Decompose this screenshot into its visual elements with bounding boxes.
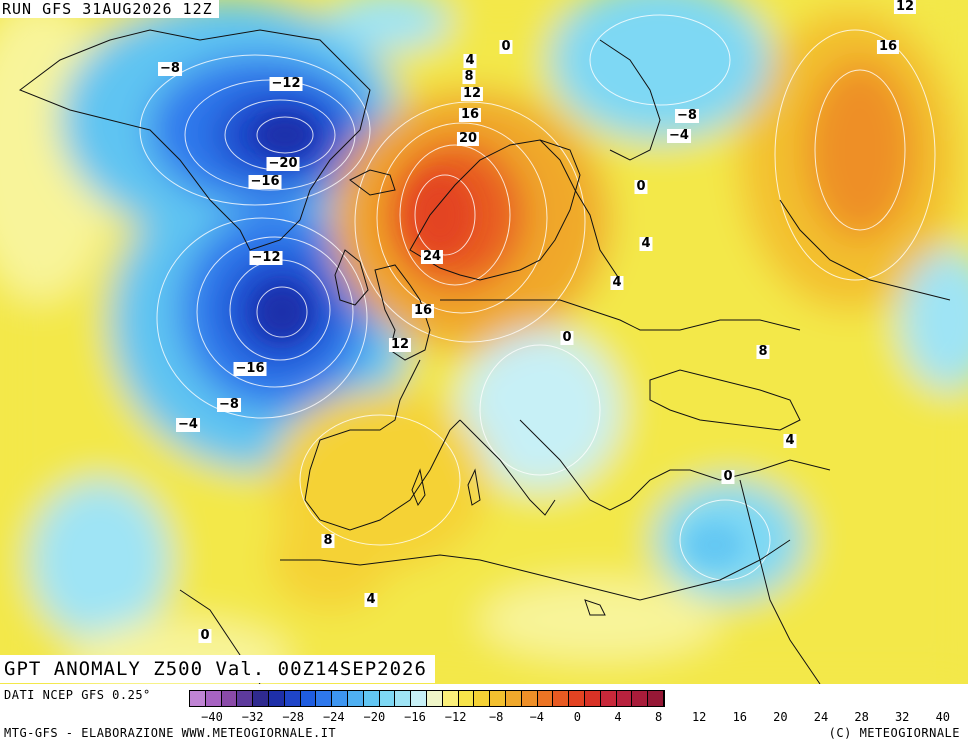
color-scale-tick-label: 24 — [813, 710, 829, 724]
contour-label: −16 — [248, 174, 282, 189]
color-scale-swatch — [347, 691, 364, 706]
color-scale-tick-label: 12 — [691, 710, 707, 724]
color-scale-tick-label: −28 — [282, 710, 305, 724]
color-scale-swatch — [616, 691, 633, 706]
anomaly-field — [0, 0, 968, 684]
color-scale-swatch — [268, 691, 285, 706]
color-scale-swatch — [379, 691, 396, 706]
color-scale-swatch — [521, 691, 538, 706]
contour-label: 0 — [560, 330, 574, 345]
contour-label: −16 — [233, 361, 267, 376]
contour-label: 8 — [462, 69, 476, 84]
color-scale-tick-label: −24 — [322, 710, 345, 724]
color-scale-swatch — [363, 691, 380, 706]
color-scale-tick-label: 4 — [614, 710, 622, 724]
contour-label: 8 — [756, 344, 770, 359]
contour-label: 4 — [639, 236, 653, 251]
contour-lines — [139, 14, 936, 581]
color-scale-swatch — [300, 691, 317, 706]
color-scale-tick-label: −4 — [529, 710, 545, 724]
contour-label: 4 — [610, 275, 624, 290]
color-scale-swatch — [584, 691, 601, 706]
color-scale-swatch — [190, 691, 206, 706]
data-source-label: DATI NCEP GFS 0.25° — [4, 688, 151, 702]
contour-label: 24 — [420, 249, 444, 264]
anomaly-map: −8 −12 −20 −16 −12 −16 −8 −4 4 0 8 12 16 20 24 16 12 −8 −4… — [0, 0, 968, 684]
contour-label: 16 — [458, 107, 482, 122]
contour-label: 0 — [499, 39, 513, 54]
color-scale-swatch — [553, 691, 570, 706]
color-scale-tick-label: −32 — [241, 710, 264, 724]
color-scale-swatch — [600, 691, 617, 706]
color-scale-tick-label: −40 — [201, 710, 223, 724]
color-scale-tick-label: −12 — [444, 710, 467, 724]
color-scale-swatch — [253, 691, 269, 706]
coastlines — [18, 29, 951, 684]
contour-label: 4 — [364, 592, 378, 607]
credit-left: MTG-GFS - ELABORAZIONE WWW.METEOGIORNALE… — [4, 726, 337, 740]
contour-label: −8 — [158, 61, 182, 76]
color-scale-swatch — [505, 691, 522, 706]
color-scale-tick-label: 20 — [773, 710, 788, 724]
color-scale-swatch — [332, 691, 348, 706]
color-scale-swatch — [474, 691, 491, 706]
contour-label: −4 — [176, 417, 200, 432]
color-scale-swatch — [442, 691, 459, 706]
contour-label: 20 — [456, 131, 480, 146]
contour-label: −8 — [217, 397, 241, 412]
color-scale-swatch — [569, 691, 585, 706]
color-scale-tick-label: 16 — [732, 710, 748, 724]
contour-label: 12 — [893, 0, 917, 14]
color-scale-bar — [189, 690, 665, 707]
contour-label: 12 — [460, 86, 484, 101]
color-scale-tick-label: −20 — [363, 710, 386, 724]
contour-label: 4 — [783, 433, 797, 448]
contour-label: 0 — [634, 179, 648, 194]
color-scale-tick-label: 28 — [854, 710, 869, 724]
contour-label: 4 — [463, 53, 477, 68]
color-scale-swatch — [205, 691, 222, 706]
color-scale-tick-label: −8 — [488, 710, 504, 724]
color-scale-tick-label: 0 — [573, 710, 582, 724]
color-scale-swatch — [490, 691, 506, 706]
color-scale-swatch — [316, 691, 333, 706]
color-scale-tick-label: 8 — [654, 710, 663, 724]
color-scale-swatch — [648, 691, 664, 706]
map-title: GPT ANOMALY Z500 Val. 00Z14SEP2026 — [0, 655, 435, 683]
credit-right: (C) METEOGIORNALE — [828, 726, 960, 740]
color-scale-swatch — [537, 691, 554, 706]
color-scale-swatch — [426, 691, 443, 706]
anomaly-core-shading — [254, 113, 743, 567]
color-scale-tick-label: 40 — [935, 710, 951, 724]
color-scale-swatch — [237, 691, 254, 706]
color-scale-swatch — [458, 691, 475, 706]
contour-label: −12 — [249, 250, 283, 265]
run-title: RUN GFS 31AUG2026 12Z — [0, 0, 219, 18]
contour-label: −8 — [675, 108, 699, 123]
contour-label: 16 — [876, 39, 900, 54]
color-scale-tick-label: 32 — [894, 710, 910, 724]
contour-label: 16 — [411, 303, 435, 318]
contour-label: 0 — [721, 469, 735, 484]
contour-label: 8 — [321, 533, 335, 548]
contour-label: 12 — [388, 337, 412, 352]
color-scale-swatch — [395, 691, 412, 706]
color-scale-swatch — [632, 691, 649, 706]
contour-label: −12 — [269, 76, 303, 91]
color-scale-tick-label: −16 — [404, 710, 426, 724]
contour-label: 0 — [198, 628, 212, 643]
contour-label: −4 — [667, 128, 691, 143]
color-scale-swatch — [284, 691, 301, 706]
color-scale-swatch — [411, 691, 427, 706]
legend-panel: DATI NCEP GFS 0.25° −40 −32 −28 −24 −20 −16 −1… — [0, 684, 968, 745]
color-scale-swatch — [221, 691, 238, 706]
contour-label: −20 — [266, 156, 300, 171]
